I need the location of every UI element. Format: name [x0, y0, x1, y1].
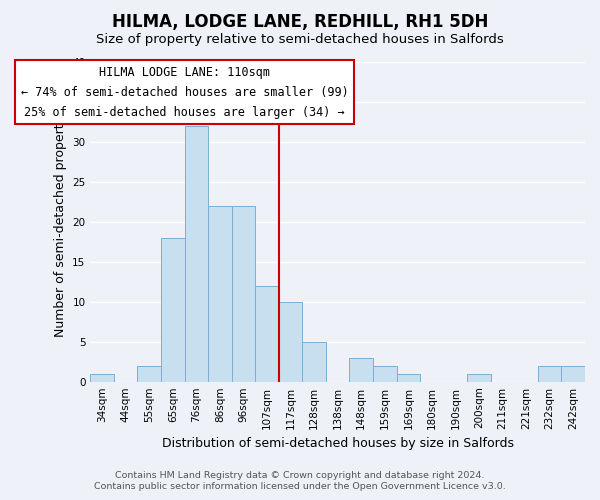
Bar	[467, 374, 491, 382]
Text: Size of property relative to semi-detached houses in Salfords: Size of property relative to semi-detach…	[96, 32, 504, 46]
X-axis label: Distribution of semi-detached houses by size in Salfords: Distribution of semi-detached houses by …	[161, 437, 514, 450]
Bar	[562, 366, 585, 382]
Bar	[255, 286, 279, 382]
Bar	[232, 206, 255, 382]
Bar	[137, 366, 161, 382]
Bar	[185, 126, 208, 382]
Bar	[349, 358, 373, 382]
Text: Contains public sector information licensed under the Open Government Licence v3: Contains public sector information licen…	[94, 482, 506, 491]
Bar	[208, 206, 232, 382]
Y-axis label: Number of semi-detached properties: Number of semi-detached properties	[53, 106, 67, 338]
Bar	[161, 238, 185, 382]
Bar	[397, 374, 420, 382]
Bar	[302, 342, 326, 382]
Text: HILMA, LODGE LANE, REDHILL, RH1 5DH: HILMA, LODGE LANE, REDHILL, RH1 5DH	[112, 12, 488, 30]
Text: Contains HM Land Registry data © Crown copyright and database right 2024.: Contains HM Land Registry data © Crown c…	[115, 471, 485, 480]
Bar	[538, 366, 562, 382]
Bar	[279, 302, 302, 382]
Bar	[373, 366, 397, 382]
Text: HILMA LODGE LANE: 110sqm
← 74% of semi-detached houses are smaller (99)
25% of s: HILMA LODGE LANE: 110sqm ← 74% of semi-d…	[20, 66, 349, 118]
Bar	[91, 374, 114, 382]
